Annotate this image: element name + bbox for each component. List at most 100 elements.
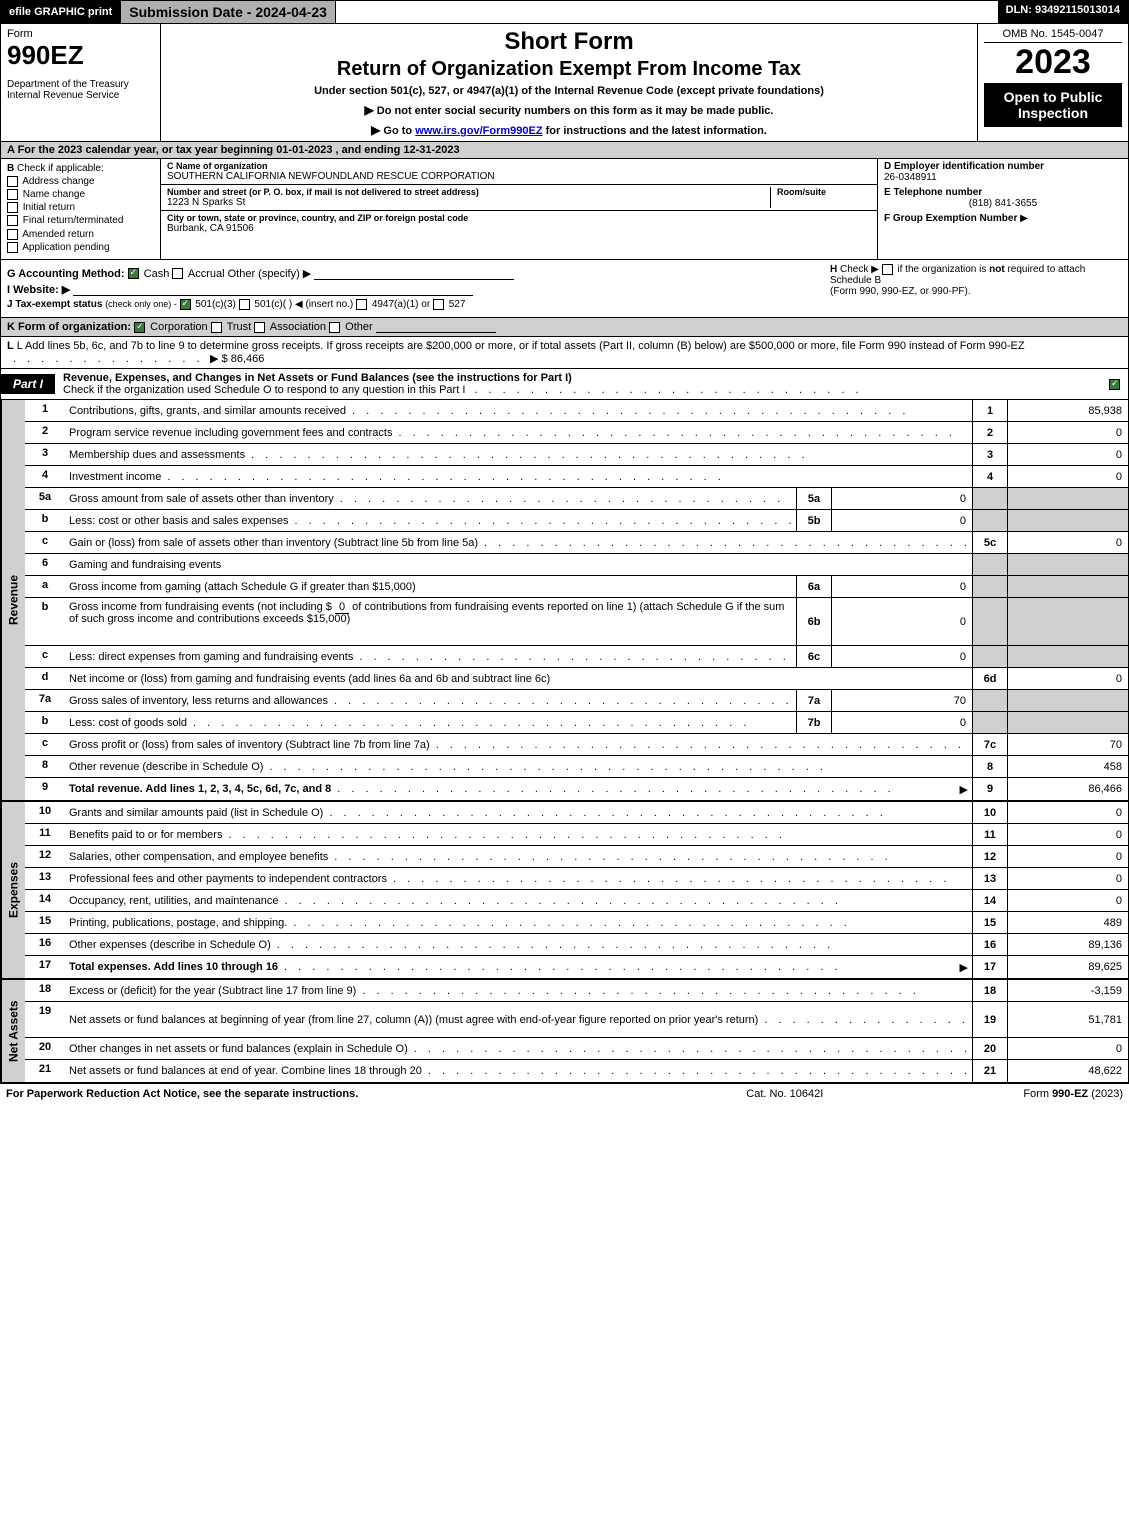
section-ghij: G Accounting Method: Cash Accrual Other … (0, 260, 1129, 318)
lbl-final-return: Final return/terminated (23, 216, 124, 227)
line-14-rn: 14 (972, 890, 1008, 911)
section-a: A For the 2023 calendar year, or tax yea… (0, 142, 1129, 159)
chk-trust[interactable] (211, 322, 222, 333)
line-15-desc: Printing, publications, postage, and shi… (69, 917, 287, 929)
chk-other-org[interactable] (329, 322, 340, 333)
footer-catalog: Cat. No. 10642I (746, 1088, 823, 1100)
org-city: Burbank, CA 91506 (167, 223, 871, 234)
line-17-rv: 89,625 (1008, 956, 1128, 978)
line-21-rv: 48,622 (1008, 1060, 1128, 1082)
other-method-input[interactable] (314, 268, 514, 280)
form-header: Form 990EZ Department of the Treasury In… (0, 24, 1129, 142)
submission-date: Submission Date - 2024-04-23 (121, 1, 336, 23)
chk-schedule-b[interactable] (882, 264, 893, 275)
b-label: B (7, 163, 14, 174)
chk-accrual[interactable] (172, 268, 183, 279)
lbl-name-change: Name change (23, 189, 85, 200)
line-7a-num: 7a (25, 690, 65, 711)
line-21-rn: 21 (972, 1060, 1008, 1082)
chk-association[interactable] (254, 322, 265, 333)
chk-final-return[interactable] (7, 215, 18, 226)
footer-form-post: (2023) (1088, 1088, 1123, 1100)
line-5a-grey-v (1008, 488, 1128, 509)
chk-527[interactable] (433, 299, 444, 310)
line-8: 8 Other revenue (describe in Schedule O)… (25, 756, 1128, 778)
c-city-label: City or town, state or province, country… (167, 213, 871, 223)
h-label: H (830, 264, 837, 275)
line-20-rv: 0 (1008, 1038, 1128, 1059)
irs-link[interactable]: www.irs.gov/Form990EZ (415, 125, 542, 137)
line-6b-grey-n (972, 598, 1008, 645)
line-2-num: 2 (25, 422, 65, 443)
line-3-num: 3 (25, 444, 65, 465)
line-8-num: 8 (25, 756, 65, 777)
line-2-desc: Program service revenue including govern… (69, 427, 392, 439)
lbl-application-pending: Application pending (22, 242, 109, 253)
line-6b-grey-v (1008, 598, 1128, 645)
line-7c-num: c (25, 734, 65, 755)
line-19: 19 Net assets or fund balances at beginn… (25, 1002, 1128, 1038)
line-6a-desc: Gross income from gaming (attach Schedul… (69, 581, 416, 593)
form-title-1: Short Form (167, 28, 971, 56)
line-6-grey-v (1008, 554, 1128, 575)
line-2-rv: 0 (1008, 422, 1128, 443)
line-5b-sn: 5b (796, 510, 832, 531)
lbl-527: 527 (449, 299, 466, 310)
line-5b-desc: Less: cost or other basis and sales expe… (69, 515, 289, 527)
line-6c: c Less: direct expenses from gaming and … (25, 646, 1128, 668)
line-9-rn: 9 (972, 778, 1008, 800)
chk-501c3[interactable] (180, 299, 191, 310)
part-1-title-text: Revenue, Expenses, and Changes in Net As… (63, 372, 572, 384)
chk-amended-return[interactable] (7, 229, 18, 240)
line-7b-num: b (25, 712, 65, 733)
f-group-arrow: ▶ (1020, 213, 1028, 224)
chk-corporation[interactable] (134, 322, 145, 333)
line-17: 17 Total expenses. Add lines 10 through … (25, 956, 1128, 978)
line-4-rv: 0 (1008, 466, 1128, 487)
line-13-rn: 13 (972, 868, 1008, 889)
line-6-grey-n (972, 554, 1008, 575)
chk-4947[interactable] (356, 299, 367, 310)
header-left: Form 990EZ Department of the Treasury In… (1, 24, 161, 141)
chk-name-change[interactable] (7, 189, 18, 200)
form-label: Form (7, 28, 154, 40)
line-2-rn: 2 (972, 422, 1008, 443)
line-1-rv: 85,938 (1008, 400, 1128, 421)
line-6b: b Gross income from fundraising events (… (25, 598, 1128, 646)
chk-cash[interactable] (128, 268, 139, 279)
chk-schedule-o-part1[interactable] (1109, 379, 1120, 390)
chk-application-pending[interactable] (7, 242, 18, 253)
org-name: SOUTHERN CALIFORNIA NEWFOUNDLAND RESCUE … (167, 171, 871, 182)
line-5b-num: b (25, 510, 65, 531)
line-16: 16 Other expenses (describe in Schedule … (25, 934, 1128, 956)
line-7b-sn: 7b (796, 712, 832, 733)
lbl-trust: Trust (227, 321, 252, 333)
line-6c-desc: Less: direct expenses from gaming and fu… (69, 651, 353, 663)
chk-address-change[interactable] (7, 176, 18, 187)
expenses-section: Expenses 10 Grants and similar amounts p… (0, 802, 1129, 980)
line-14: 14 Occupancy, rent, utilities, and maint… (25, 890, 1128, 912)
other-org-input[interactable] (376, 321, 496, 333)
section-bcd: B Check if applicable: Address change Na… (0, 159, 1129, 260)
line-5b: b Less: cost or other basis and sales ex… (25, 510, 1128, 532)
line-6b-desc-pre: Gross income from fundraising events (no… (69, 601, 335, 613)
line-21-num: 21 (25, 1060, 65, 1082)
chk-501c[interactable] (239, 299, 250, 310)
net-assets-side-label: Net Assets (1, 980, 25, 1082)
c-street-label: Number and street (or P. O. box, if mail… (167, 187, 764, 197)
line-18-num: 18 (25, 980, 65, 1001)
section-def: D Employer identification number 26-0348… (878, 159, 1128, 259)
line-2: 2 Program service revenue including gove… (25, 422, 1128, 444)
section-k: K Form of organization: Corporation Trus… (0, 318, 1129, 337)
line-7b-grey-n (972, 712, 1008, 733)
dept-line-1: Department of the Treasury (7, 79, 154, 90)
line-6b-sv: 0 (832, 598, 972, 645)
net-assets-body: 18 Excess or (deficit) for the year (Sub… (25, 980, 1128, 1082)
line-11-num: 11 (25, 824, 65, 845)
part-1-header: Part I Revenue, Expenses, and Changes in… (0, 369, 1129, 400)
line-11: 11 Benefits paid to or for members 11 0 (25, 824, 1128, 846)
efile-print-button[interactable]: efile GRAPHIC print (1, 1, 121, 23)
line-6b-sn: 6b (796, 598, 832, 645)
website-input[interactable] (73, 284, 473, 296)
chk-initial-return[interactable] (7, 202, 18, 213)
